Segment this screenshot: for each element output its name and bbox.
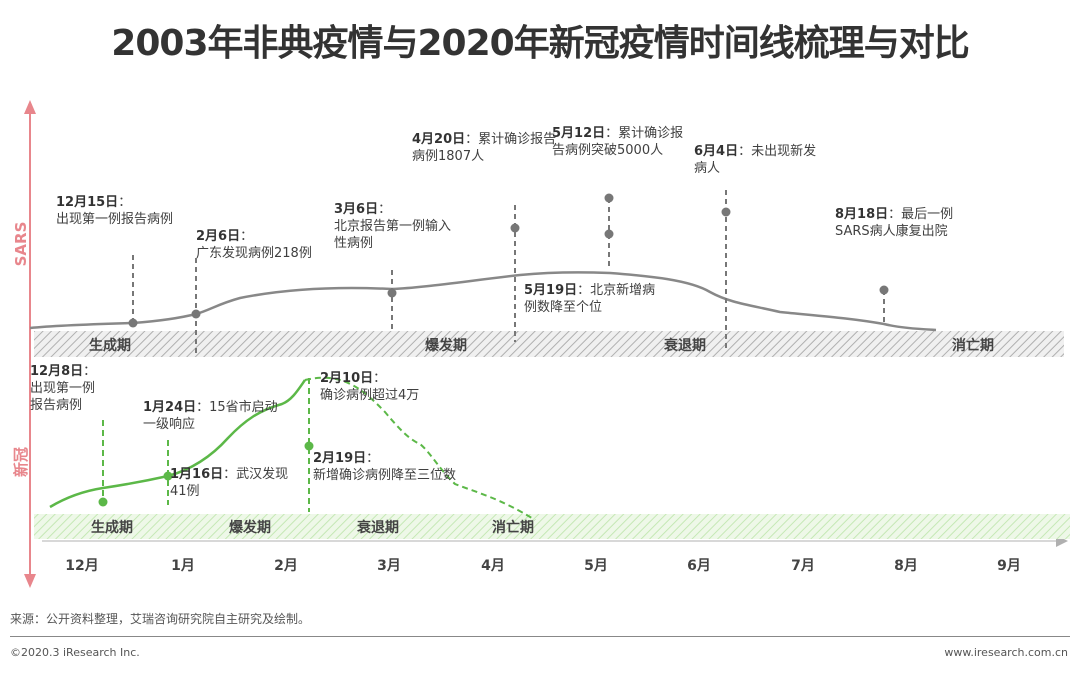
- x-tick-label: 4月: [481, 558, 505, 574]
- sars-event-label: 3月6日：北京报告第一例输入性病例: [334, 202, 451, 251]
- covid-decline-curve: [304, 376, 536, 521]
- covid-event-label: 1月24日：15省市启动一级响应: [143, 399, 278, 432]
- x-tick-label: 3月: [377, 558, 401, 574]
- y-axis-arrow-down: [24, 574, 36, 588]
- covid-event-dot: [98, 497, 108, 507]
- x-tick-label: 1月: [171, 558, 195, 574]
- covid-event-label: 1月16日：武汉发现 41例: [170, 466, 288, 499]
- site-url: www.iresearch.com.cn: [944, 646, 1068, 659]
- covid-event-label: 2月10日：确诊病例超过4万: [320, 371, 419, 403]
- sars-event-dot: [510, 223, 520, 233]
- sars-phase-label: 衰退期: [663, 337, 706, 354]
- sars-event-label: 5月12日：累计确诊报告病例突破5000人: [552, 126, 683, 158]
- sars-event-dot: [604, 229, 614, 239]
- sars-curve: [29, 271, 937, 332]
- x-tick-label: 12月: [65, 558, 98, 574]
- timeline-chart: SARS 新冠 12月 1月 2月 3月 4月 5月 6月 7月 8月 9月 生成期 爆发期 衰退期消…: [12, 100, 1070, 588]
- covid-phase-label: 爆发期: [229, 519, 271, 536]
- y-axis-arrow-up: [24, 100, 36, 114]
- sars-event-label: 6月4日：未出现新发病人: [694, 143, 816, 176]
- sars-phase-label: 消亡期: [952, 337, 994, 354]
- covid-event-dot: [304, 441, 314, 451]
- sars-event-label: 5月19日：北京新增病例数降至个位: [524, 282, 655, 315]
- covid-axis-label: 新冠: [12, 447, 30, 477]
- sars-event-label: 12月15日：出现第一例报告病例: [56, 195, 173, 227]
- sars-phase-label: 爆发期: [425, 337, 467, 354]
- sars-event-label: 2月6日：广东发现病例218例: [196, 229, 312, 261]
- sars-event-dot: [387, 288, 397, 298]
- sars-phase-band: [34, 331, 1064, 357]
- sars-phase-label: 生成期: [89, 337, 131, 354]
- covid-event-label: 12月8日：出现第一例报告病例: [30, 364, 96, 413]
- sars-event-dot: [879, 285, 889, 295]
- covid-phase-label: 衰退期: [356, 519, 399, 536]
- x-tick-label: 5月: [584, 558, 608, 574]
- sars-event-label: 8月18日：最后一例 SARS病人康复出院: [835, 207, 953, 239]
- x-tick-label: 2月: [274, 558, 298, 574]
- x-tick-label: 7月: [791, 558, 815, 574]
- covid-phase-label: 生成期: [91, 519, 133, 536]
- x-tick-label: 8月: [894, 558, 918, 574]
- covid-event-dot: [163, 471, 173, 481]
- covid-event-label: 2月19日：新增确诊病例降至三位数: [313, 451, 456, 483]
- x-tick-label: 9月: [997, 558, 1021, 574]
- covid-curve: [49, 379, 307, 509]
- sars-axis-label: SARS: [12, 222, 30, 267]
- copyright: ©2020.3 iResearch Inc.: [10, 646, 140, 659]
- sars-event-label: 4月20日：累计确诊报告病例1807人: [412, 132, 556, 164]
- source-note: 来源：公开资料整理，艾瑞咨询研究院自主研究及绘制。: [10, 612, 311, 626]
- page-title: 2003年非典疫情与2020年新冠疫情时间线梳理与对比: [111, 23, 969, 64]
- x-tick-label: 6月: [687, 558, 711, 574]
- footer-divider: [10, 636, 1070, 637]
- sars-event-dot: [721, 207, 731, 217]
- sars-event-dot: [191, 309, 201, 319]
- covid-phase-label: 消亡期: [492, 519, 534, 536]
- covid-phase-band: [34, 514, 1070, 539]
- sars-event-dot: [128, 318, 138, 328]
- sars-event-dot: [604, 193, 614, 203]
